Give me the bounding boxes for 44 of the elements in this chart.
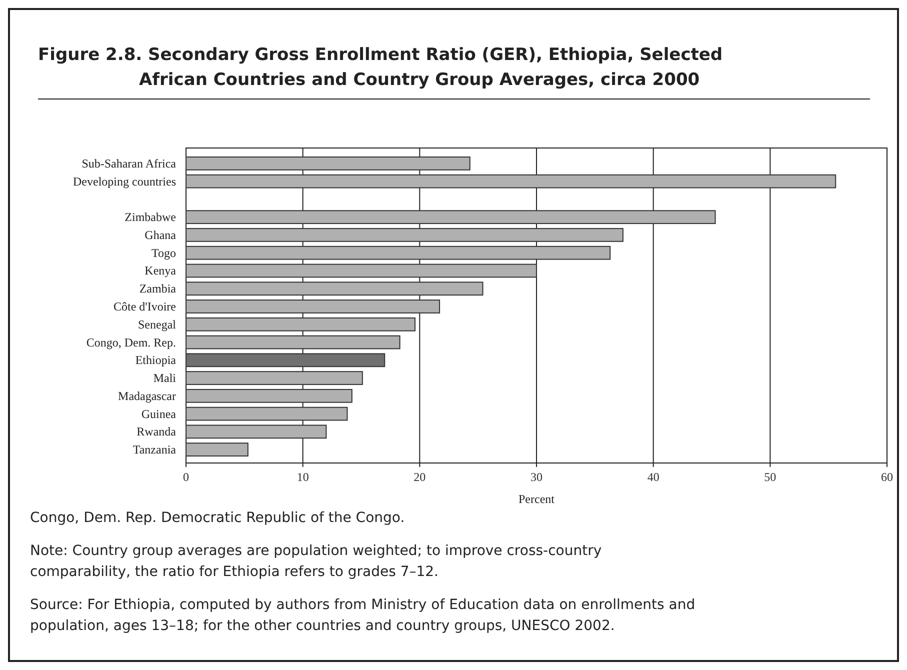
y-tick-label: Zimbabwe (124, 210, 176, 224)
bar (186, 156, 470, 170)
y-tick-label: Côte d'Ivoire (114, 300, 176, 314)
bar (186, 228, 624, 242)
x-tick-label: 10 (296, 470, 309, 484)
bar (186, 264, 537, 278)
y-tick-label: Senegal (138, 317, 177, 332)
bar (186, 282, 484, 296)
bar (186, 335, 400, 350)
x-tick-label: 40 (647, 470, 660, 484)
bar (186, 317, 416, 332)
y-tick-label: Ghana (144, 228, 177, 242)
y-tick-label: Ethiopia (135, 353, 177, 368)
x-tick-label: 60 (881, 470, 893, 484)
y-tick-label: Tanzania (132, 442, 177, 457)
bar (186, 300, 440, 314)
y-tick-label: Kenya (144, 264, 177, 278)
bar (186, 406, 348, 421)
y-tick-label: Rwanda (136, 424, 177, 439)
x-tick-label: 0 (183, 470, 189, 484)
y-tick-label: Congo, Dem. Rep. (86, 335, 176, 350)
y-tick-label: Developing countries (73, 174, 176, 188)
y-tick-label: Zambia (139, 282, 177, 296)
x-tick-label: 50 (764, 470, 776, 484)
y-tick-label: Togo (152, 246, 176, 260)
bar (186, 174, 836, 188)
x-tick-label: 20 (414, 470, 426, 484)
bar (186, 442, 248, 456)
bar (186, 246, 611, 260)
bar (186, 210, 716, 224)
y-tick-label: Mali (153, 371, 177, 386)
bar (186, 424, 327, 439)
bar (186, 371, 363, 385)
y-tick-label: Sub-Saharan Africa (82, 156, 177, 170)
bar (186, 388, 352, 403)
y-tick-label: Guinea (141, 406, 177, 421)
text: Congo, Dem. Rep. Democratic Republic of the Congo. (30, 510, 405, 526)
chart-title: Figure 2.8. Secondary Gross Enrollment Ratio (GER), Ethiopia, Selected African Countries and Country Group Averages, circa 2000 (38, 45, 723, 90)
source-note: Source: For Ethiopia, computed by authors from Ministry of Education data on enrollments and population, ages 13–18; for the other countries and country groups, UNESCO 2002. (30, 597, 696, 634)
x-tick-label: 30 (530, 470, 542, 484)
y-tick-label: Madagascar (118, 388, 176, 403)
x-axis-title: Percent (518, 492, 556, 506)
text: Note: Country group averages are population weighted; to improve cross-country comparability, the ratio for Ethiopia refers to grades 7–12. (30, 543, 602, 580)
bar (186, 353, 386, 368)
